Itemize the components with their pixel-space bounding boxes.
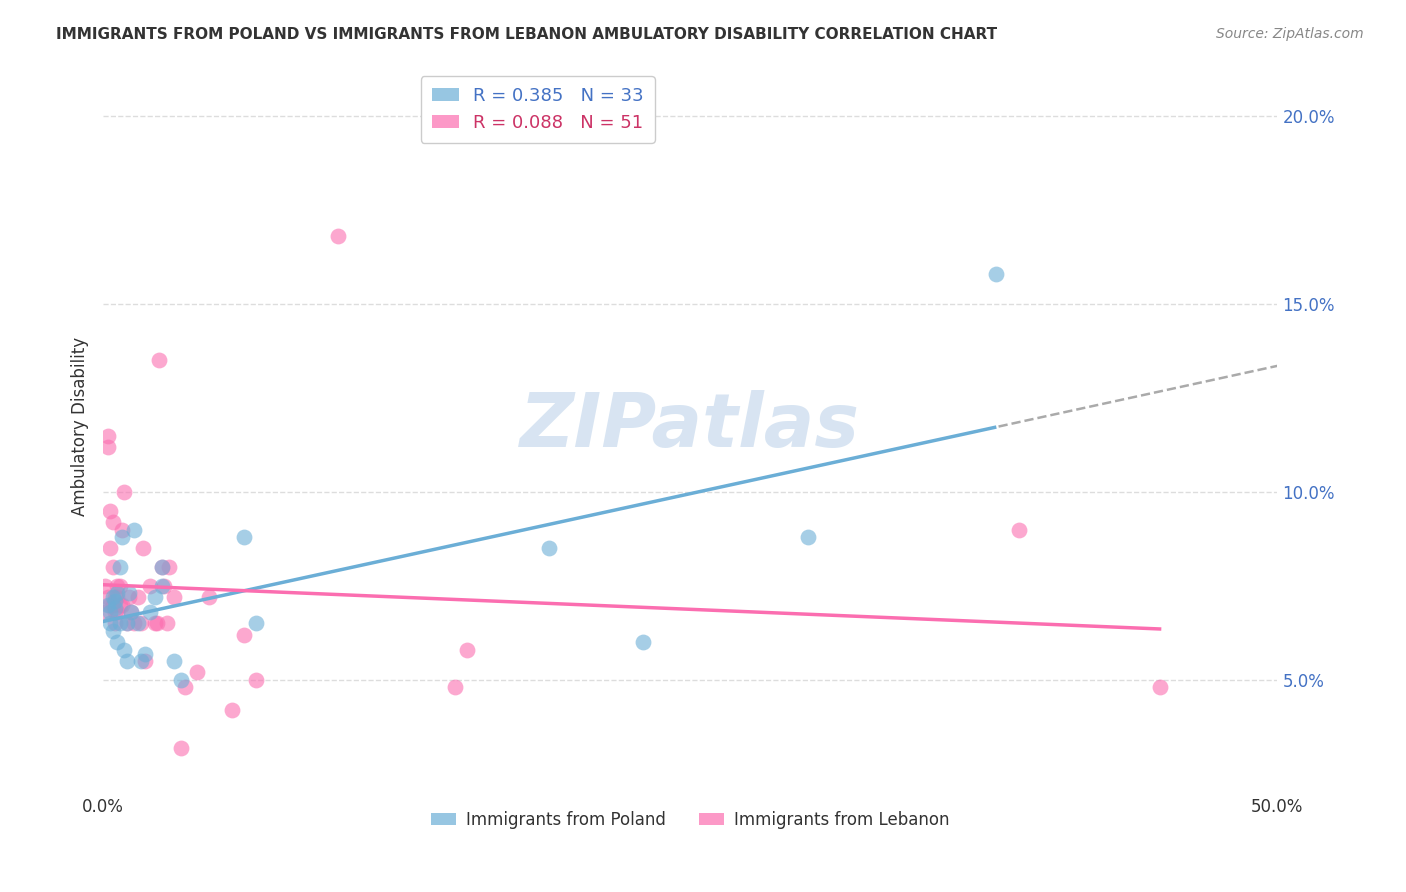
Point [444,681,467,695]
Point [127,616,149,631]
Point [221,703,243,717]
Point [122,616,145,631]
Point [98,541,121,556]
Point [94,605,117,619]
Point [984,267,1007,281]
Point [101,590,124,604]
Point [98,605,121,619]
Point [150,579,173,593]
Point [169,673,191,687]
Point [105,605,128,619]
Point [1149,681,1171,695]
Point [104,616,127,631]
Point [104,605,127,619]
Point [105,635,128,649]
Point [129,654,152,668]
Point [104,594,127,608]
Point [245,673,267,687]
Point [326,229,349,244]
Text: IMMIGRANTS FROM POLAND VS IMMIGRANTS FROM LEBANON AMBULATORY DISABILITY CORRELAT: IMMIGRANTS FROM POLAND VS IMMIGRANTS FRO… [56,27,997,42]
Point [134,647,156,661]
Point [108,560,131,574]
Point [101,560,124,574]
Point [108,616,131,631]
Point [538,541,561,556]
Point [105,590,128,604]
Point [120,605,142,619]
Point [162,654,184,668]
Point [98,616,121,631]
Point [127,590,149,604]
Text: Source: ZipAtlas.com: Source: ZipAtlas.com [1216,27,1364,41]
Point [118,590,141,604]
Point [148,353,170,368]
Point [97,440,120,454]
Point [120,605,142,619]
Point [98,504,121,518]
Point [101,598,124,612]
Point [111,530,134,544]
Point [155,616,177,631]
Point [108,598,131,612]
Point [143,616,166,631]
Point [157,560,180,574]
Point [456,642,478,657]
Point [150,560,173,574]
Point [101,515,124,529]
Point [233,530,256,544]
Point [105,586,128,600]
Point [245,616,267,631]
Point [104,601,127,615]
Point [186,665,208,680]
Point [108,579,131,593]
Point [174,681,197,695]
Point [94,579,117,593]
Point [112,642,135,657]
Point [633,635,655,649]
Point [132,541,155,556]
Point [139,579,162,593]
Point [169,740,191,755]
Legend: Immigrants from Poland, Immigrants from Lebanon: Immigrants from Poland, Immigrants from … [425,805,956,836]
Point [98,598,121,612]
Point [118,586,141,600]
Point [162,590,184,604]
Point [97,428,120,442]
Point [796,530,818,544]
Point [111,523,134,537]
Point [104,590,127,604]
Point [112,484,135,499]
Point [153,579,176,593]
Point [143,590,166,604]
Point [115,654,138,668]
Point [122,523,145,537]
Point [134,654,156,668]
Point [101,624,124,638]
Point [1008,523,1031,537]
Text: ZIPatlas: ZIPatlas [520,390,860,463]
Y-axis label: Ambulatory Disability: Ambulatory Disability [72,336,89,516]
Point [198,590,221,604]
Point [111,598,134,612]
Point [115,616,138,631]
Point [115,616,138,631]
Point [150,560,173,574]
Point [129,616,152,631]
Point [105,579,128,593]
Point [233,628,256,642]
Point [97,590,120,604]
Point [97,598,120,612]
Point [146,616,169,631]
Point [139,605,162,619]
